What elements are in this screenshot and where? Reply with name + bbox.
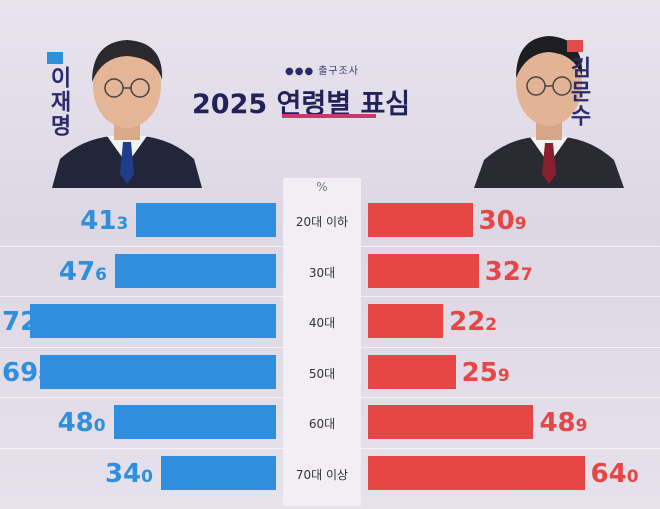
row-divider — [0, 346, 660, 348]
bar-right-0 — [368, 203, 473, 237]
age-label-column — [283, 178, 361, 506]
candidate-left-portrait — [52, 40, 202, 188]
broadcaster-label: ●●● 출구조사 — [285, 62, 359, 77]
bar-left-5 — [160, 455, 276, 490]
bar-right-4 — [368, 405, 534, 439]
value-right-2: 222 — [449, 307, 498, 337]
candidate-right-color-mark — [567, 40, 583, 52]
value-left-1: 476 — [58, 256, 107, 287]
candidate-left-name: 이재명 — [46, 66, 71, 138]
value-right-1: 327 — [484, 256, 533, 287]
candidate-left-color-mark — [47, 52, 63, 64]
value-right-3: 259 — [461, 357, 510, 388]
age-label-4: 60대 — [308, 417, 336, 431]
age-label-1: 30대 — [308, 265, 336, 280]
candidate-right-portrait — [474, 36, 624, 188]
unit-label: % — [316, 180, 328, 194]
value-left-4: 480 — [57, 408, 106, 438]
age-label-2: 40대 — [308, 316, 336, 330]
title-underline — [282, 114, 376, 118]
broadcaster-logo-icon: ●●● — [285, 66, 315, 77]
candidate-right-name: 김문수 — [566, 56, 591, 128]
value-left-0: 413 — [80, 206, 129, 236]
age-label-0: 20대 이하 — [295, 215, 349, 229]
bar-right-3 — [368, 354, 456, 389]
bar-right-5 — [368, 455, 585, 490]
row-divider — [0, 397, 660, 398]
row-divider — [0, 245, 660, 247]
bar-left-3 — [39, 354, 276, 389]
bar-right-2 — [368, 304, 444, 338]
bar-right-1 — [368, 253, 479, 288]
value-right-4: 489 — [539, 408, 588, 438]
bar-left-4 — [113, 405, 276, 439]
value-left-3: 698 — [2, 357, 51, 388]
value-left-2: 727 — [2, 307, 51, 337]
value-right-0: 309 — [478, 206, 527, 236]
bar-left-0 — [136, 203, 276, 237]
value-left-5: 340 — [104, 458, 153, 489]
age-label-5: 70대 이상 — [295, 467, 349, 482]
row-divider — [0, 447, 660, 449]
value-right-5: 640 — [590, 458, 639, 489]
row-divider — [0, 296, 660, 297]
bar-left-1 — [114, 253, 276, 288]
age-label-3: 50대 — [308, 366, 336, 381]
bar-left-2 — [30, 304, 276, 338]
exit-poll-label: 출구조사 — [318, 66, 359, 77]
